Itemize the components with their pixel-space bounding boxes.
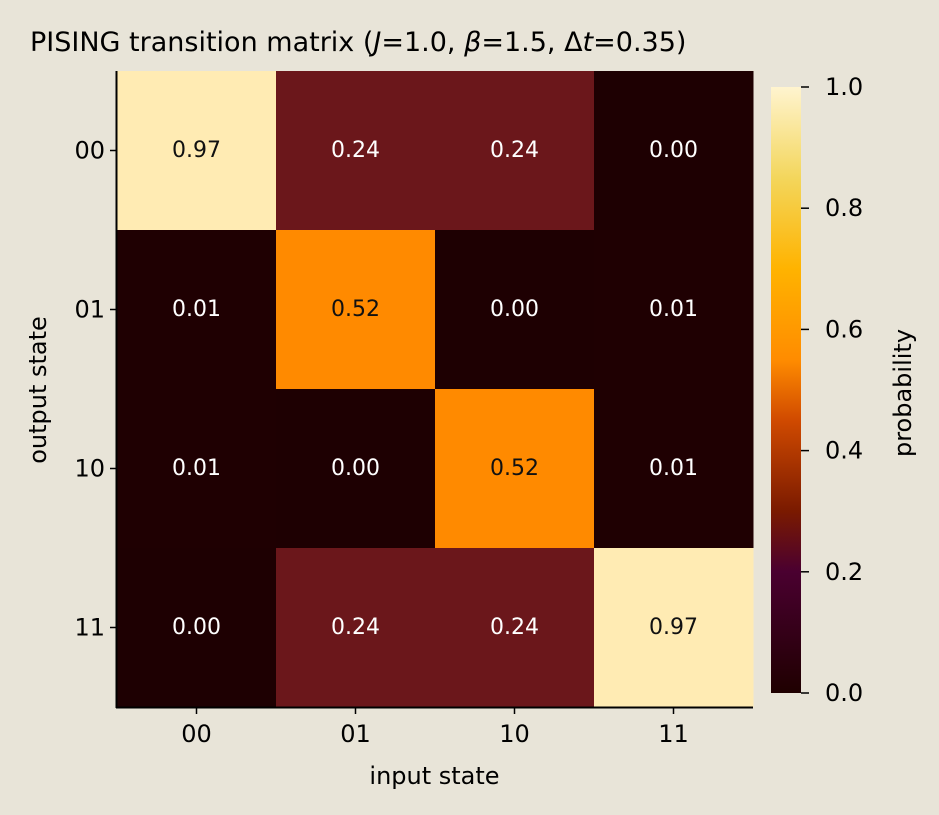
heatmap-cell-11-00 [117, 548, 277, 708]
cell-value-label: 0.00 [172, 615, 221, 640]
cell-value-label: 0.00 [331, 456, 380, 481]
y-tick-label: 11 [74, 614, 105, 642]
heatmap-cell-10-00 [117, 389, 277, 549]
heatmap-cell-labels: 0.97 0.24 0.24 0.00 0.01 0.52 0.00 0.01 0.01 0.00… [172, 138, 698, 640]
cell-value-label: 0.01 [649, 456, 698, 481]
x-tick-label: 10 [499, 720, 530, 748]
heatmap-cell-01-01 [276, 230, 436, 390]
x-tick-label: 11 [658, 720, 689, 748]
cell-value-label: 0.52 [490, 456, 539, 481]
heatmap-cell-11-01 [276, 548, 436, 708]
heatmap-cell-01-11 [594, 230, 754, 390]
cell-value-label: 0.24 [490, 138, 539, 163]
x-ticks: 00 01 10 11 [181, 707, 689, 748]
y-tick-label: 01 [74, 296, 105, 324]
colorbar [771, 87, 801, 693]
y-tick-label: 00 [74, 137, 105, 165]
colorbar-tick-label: 0.2 [825, 558, 863, 586]
colorbar-tick-label: 0.6 [825, 315, 863, 343]
colorbar-ticks: 0.0 0.2 0.4 0.6 0.8 1.0 [801, 73, 863, 707]
heatmap-cells [117, 71, 754, 708]
cell-value-label: 0.52 [331, 297, 380, 322]
heatmap-cell-00-11 [594, 71, 754, 231]
cell-value-label: 0.01 [172, 456, 221, 481]
heatmap-cell-00-10 [435, 71, 595, 231]
cell-value-label: 0.97 [172, 138, 221, 163]
colorbar-tick-label: 0.4 [825, 437, 863, 465]
chart-title: PISING transition matrix (J=1.0, β=1.5, … [30, 27, 686, 58]
cell-value-label: 0.24 [490, 615, 539, 640]
heatmap-cell-00-00 [117, 71, 277, 231]
cell-value-label: 0.00 [490, 297, 539, 322]
colorbar-tick-label: 1.0 [825, 73, 863, 101]
x-tick-label: 00 [181, 720, 212, 748]
colorbar-tick-label: 0.8 [825, 194, 863, 222]
heatmap-cell-11-11 [594, 548, 754, 708]
heatmap-cell-10-01 [276, 389, 436, 549]
y-ticks: 00 01 10 11 [74, 137, 117, 642]
cell-value-label: 0.00 [649, 138, 698, 163]
cell-value-label: 0.24 [331, 615, 380, 640]
heatmap-cell-10-10 [435, 389, 595, 549]
x-axis-label: input state [369, 762, 499, 790]
heatmap-cell-00-01 [276, 71, 436, 231]
heatmap-cell-10-11 [594, 389, 754, 549]
y-tick-label: 10 [74, 455, 105, 483]
cell-value-label: 0.97 [649, 615, 698, 640]
colorbar-label: probability [889, 329, 917, 457]
colorbar-tick-label: 0.0 [825, 679, 863, 707]
cell-value-label: 0.01 [649, 297, 698, 322]
x-tick-label: 01 [340, 720, 371, 748]
heatmap-cell-01-10 [435, 230, 595, 390]
heatmap-cell-01-00 [117, 230, 277, 390]
cell-value-label: 0.01 [172, 297, 221, 322]
cell-value-label: 0.24 [331, 138, 380, 163]
heatmap-cell-11-10 [435, 548, 595, 708]
y-axis-label: output state [24, 316, 52, 464]
